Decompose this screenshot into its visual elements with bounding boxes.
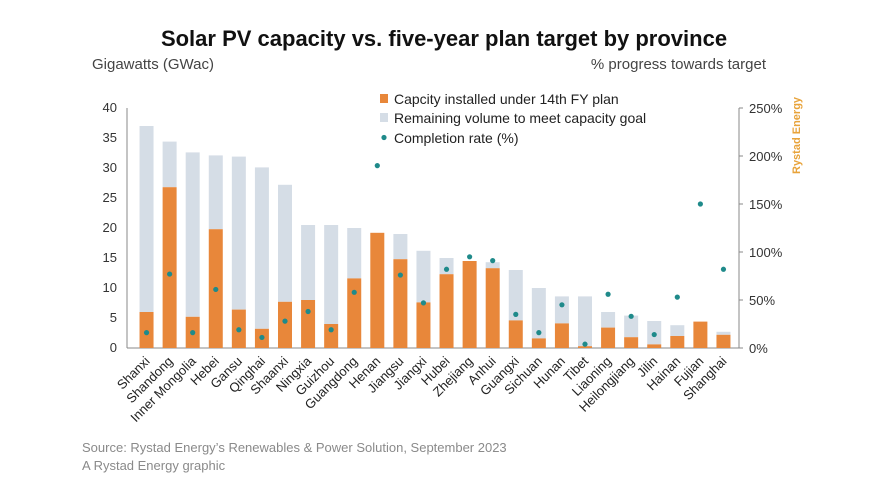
completion-rate-point [351, 289, 357, 295]
bar-remaining [578, 296, 592, 347]
left-tick-label: 40 [103, 100, 117, 115]
brand-logo-text: Rystad Energy [791, 96, 803, 174]
bar-remaining [416, 250, 431, 303]
left-tick-label: 15 [103, 250, 117, 265]
completion-rate-point [282, 318, 288, 324]
completion-rate-point [674, 294, 680, 300]
completion-rate-point [467, 254, 473, 260]
bar-remaining [231, 156, 246, 310]
completion-rate-point [605, 291, 611, 297]
bar-remaining [185, 152, 200, 317]
bar-installed [647, 344, 662, 348]
bar-remaining [139, 126, 154, 312]
completion-rate-point [536, 330, 542, 336]
bar-installed [347, 278, 362, 348]
bar-installed [278, 301, 292, 348]
completion-rate-point [143, 330, 150, 336]
right-tick-label: 250% [749, 101, 783, 116]
bar-installed [485, 268, 500, 348]
completion-rate-point [697, 201, 703, 207]
left-tick-label: 20 [103, 220, 117, 235]
left-axis-title: Gigawatts (GWac) [92, 56, 214, 73]
bar-remaining [162, 141, 177, 188]
completion-rate-point [490, 258, 496, 264]
bar-remaining [624, 315, 639, 338]
completion-rate-point [443, 266, 450, 272]
bar-remaining [347, 228, 362, 279]
bar-installed [324, 324, 339, 348]
bar-installed [393, 259, 408, 348]
bar-installed [162, 187, 177, 348]
bar-remaining [716, 331, 731, 335]
bar-remaining [601, 312, 616, 328]
legend-label: Capcity installed under 14th FY plan [394, 91, 619, 107]
legend-label: Completion rate (%) [394, 130, 519, 146]
left-tick-label: 35 [103, 130, 117, 145]
chart-title: Solar PV capacity vs. five-year plan tar… [160, 26, 728, 51]
source-note: Source: Rystad Energy’s Renewables & Pow… [82, 440, 507, 455]
left-tick-label: 30 [103, 160, 117, 175]
completion-rate-point [305, 308, 311, 315]
left-tick-label: 10 [103, 280, 117, 295]
bar-remaining [554, 296, 569, 324]
left-tick-label: 5 [110, 310, 117, 325]
right-tick-label: 100% [749, 245, 783, 260]
legend-rate-swatch [381, 134, 387, 141]
completion-rate-point [213, 286, 219, 293]
legend-label: Remaining volume to meet capacity goal [394, 110, 646, 126]
bar-installed [139, 312, 154, 348]
right-tick-label: 50% [749, 293, 775, 308]
credit-note: A Rystad Energy graphic [82, 458, 226, 473]
bar-installed [370, 232, 385, 348]
completion-rate-point [720, 266, 727, 272]
bar-remaining [208, 155, 223, 230]
bar-installed [531, 338, 546, 348]
completion-rate-point [420, 300, 427, 306]
bar-installed [439, 274, 454, 348]
left-tick-label: 0 [110, 340, 117, 355]
bar-installed [578, 346, 592, 348]
completion-rate-point [513, 311, 519, 317]
bar-remaining [670, 325, 685, 336]
bar-remaining [439, 258, 454, 275]
bar-installed [554, 323, 569, 348]
bar-installed [301, 300, 316, 348]
bar-installed [508, 320, 523, 348]
completion-rate-point [582, 341, 588, 347]
right-tick-label: 0% [749, 341, 768, 356]
completion-rate-point [190, 330, 196, 336]
completion-rate-point [236, 327, 242, 333]
bar-remaining [324, 225, 339, 324]
bar-installed [670, 336, 685, 348]
legend-remaining-swatch [380, 113, 388, 122]
bar-installed [693, 321, 708, 348]
completion-rate-point [374, 163, 380, 169]
bar-remaining [393, 234, 408, 260]
bar-remaining [485, 262, 500, 269]
brand-logo: Rystad Energy [791, 96, 803, 174]
completion-rate-point [167, 271, 173, 277]
bar-remaining [278, 184, 292, 302]
completion-rate-point [651, 331, 657, 338]
completion-rate-point [259, 334, 265, 341]
bar-remaining [254, 167, 269, 329]
bar-remaining [508, 270, 523, 321]
bar-installed [462, 261, 477, 348]
completion-rate-point [328, 327, 334, 333]
completion-rate-point [397, 272, 403, 278]
bar-installed [416, 302, 431, 348]
right-tick-label: 150% [749, 197, 783, 212]
right-tick-label: 200% [749, 149, 783, 164]
completion-rate-point [559, 302, 565, 308]
bar-installed [624, 337, 639, 348]
bar-remaining [301, 225, 316, 300]
legend-installed-swatch [380, 94, 388, 103]
bar-remaining [531, 288, 546, 339]
left-tick-label: 25 [103, 190, 117, 205]
bar-installed [716, 334, 731, 348]
bar-installed [601, 327, 616, 348]
right-axis-title: % progress towards target [590, 56, 766, 73]
completion-rate-point [628, 313, 634, 319]
